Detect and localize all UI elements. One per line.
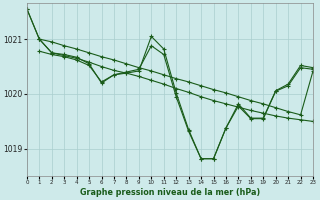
X-axis label: Graphe pression niveau de la mer (hPa): Graphe pression niveau de la mer (hPa) (80, 188, 260, 197)
